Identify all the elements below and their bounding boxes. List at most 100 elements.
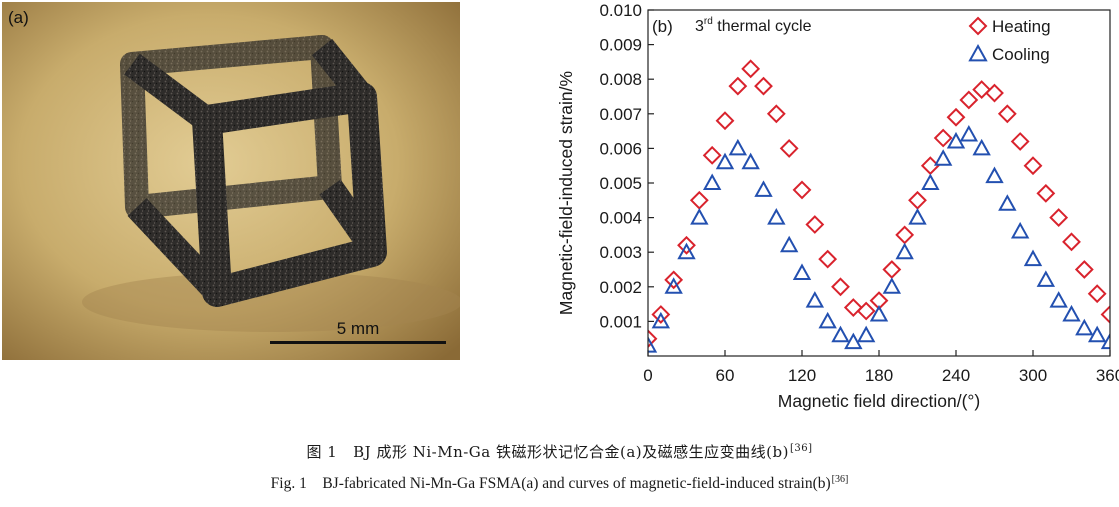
data-point-heating — [946, 107, 966, 127]
data-point-heating — [754, 76, 773, 96]
data-point-heating — [895, 225, 915, 245]
caption-chinese-reference: [36] — [789, 443, 813, 454]
data-point-cooling — [895, 242, 914, 260]
data-point-heating — [651, 305, 671, 324]
legend-marker-cooling — [968, 43, 988, 62]
data-point-heating — [779, 138, 799, 158]
data-point-cooling — [677, 242, 696, 260]
caption-english-label: Fig. 1 — [270, 475, 307, 492]
data-point-heating — [933, 128, 953, 148]
legend-label-cooling: Cooling — [992, 45, 1050, 64]
caption-chinese-text: BJ 成形 Ni-Mn-Ga 铁磁形状记忆合金(a)及磁感生应变曲线(b) — [353, 443, 789, 461]
data-point-cooling — [985, 166, 1004, 184]
data-point-heating — [1100, 305, 1110, 324]
data-point-cooling — [728, 138, 748, 156]
chart-legend: Heating Cooling — [968, 16, 1051, 64]
data-point-heating — [792, 180, 812, 200]
data-point-cooling — [998, 194, 1017, 211]
panel-a-label: (a) — [8, 8, 29, 27]
data-point-cooling — [651, 311, 671, 329]
data-point-heating — [856, 301, 876, 321]
series-heating — [648, 59, 1110, 349]
data-point-cooling — [792, 263, 812, 280]
y-tick-label: 0.007 — [599, 105, 642, 124]
scale-bar — [270, 341, 446, 344]
y-tick-label: 0.006 — [599, 139, 642, 158]
data-point-heating — [843, 298, 863, 317]
data-point-heating — [972, 80, 992, 99]
y-tick-label: 0.008 — [599, 70, 642, 89]
caption-chinese-label: 图 1 — [306, 443, 338, 461]
y-tick-label: 0.009 — [599, 36, 642, 55]
data-point-heating — [1023, 156, 1043, 176]
data-point-cooling — [664, 277, 683, 294]
x-tick-label: 240 — [942, 366, 970, 385]
series-cooling — [648, 125, 1110, 353]
legend-label-heating: Heating — [992, 17, 1051, 36]
data-point-cooling — [648, 336, 658, 353]
data-point-cooling — [779, 235, 799, 253]
data-point-cooling — [1036, 270, 1056, 287]
caption-english-text: BJ-fabricated Ni-Mn-Ga FSMA(a) and curve… — [322, 475, 831, 492]
data-point-heating — [664, 270, 684, 290]
data-point-cooling — [959, 125, 979, 142]
thermal-cycle-annotation: 3rd thermal cycle — [695, 16, 812, 35]
cube-photograph: 5 mm (a) — [2, 2, 460, 360]
y-tick-label: 0.001 — [599, 312, 642, 331]
data-point-heating — [882, 260, 902, 279]
data-point-heating — [997, 104, 1017, 124]
data-point-heating — [1074, 260, 1094, 279]
data-point-heating — [728, 76, 748, 96]
data-point-cooling — [882, 277, 902, 294]
y-tick-label: 0.004 — [599, 209, 642, 228]
x-tick-label: 360 — [1096, 366, 1119, 385]
data-point-cooling — [946, 131, 966, 149]
data-point-heating — [689, 190, 709, 210]
data-point-cooling — [1023, 249, 1043, 267]
data-point-cooling — [1087, 325, 1107, 343]
data-point-cooling — [1010, 221, 1030, 239]
y-tick-label: 0.010 — [599, 1, 642, 20]
data-point-cooling — [741, 152, 760, 170]
data-point-cooling — [1100, 332, 1110, 350]
data-point-heating — [831, 277, 850, 297]
caption-chinese: 图 1 BJ 成形 Ni-Mn-Ga 铁磁形状记忆合金(a)及磁感生应变曲线(b… — [0, 441, 1119, 462]
figure-photo-panel: 5 mm (a) — [2, 2, 460, 360]
data-point-heating — [959, 90, 979, 110]
caption-english: Fig. 1 BJ-fabricated Ni-Mn-Ga FSMA(a) an… — [0, 474, 1119, 493]
panel-b-label: (b) — [652, 17, 673, 36]
y-tick-label: 0.005 — [599, 174, 642, 193]
data-point-cooling — [767, 208, 786, 225]
data-point-cooling — [869, 304, 889, 322]
data-point-cooling — [921, 173, 940, 190]
plot-marks — [648, 59, 1110, 353]
data-point-heating — [1049, 208, 1069, 228]
data-point-heating — [677, 235, 696, 255]
strain-chart-panel: 0 60 120 180 240 300 360 0.001 0.002 0.003 0.004 0.… — [548, 0, 1119, 420]
data-point-cooling — [1075, 318, 1094, 336]
x-axis-label: Magnetic field direction/(°) — [778, 391, 981, 411]
data-point-heating — [648, 329, 658, 349]
y-axis-label: Magnetic-field-induced strain/% — [556, 71, 576, 315]
data-point-cooling — [831, 325, 850, 343]
x-tick-label: 0 — [643, 366, 652, 385]
data-point-cooling — [702, 173, 722, 190]
data-point-heating — [702, 145, 722, 165]
caption-english-reference: [36] — [831, 474, 849, 485]
x-tick-label: 300 — [1019, 366, 1047, 385]
data-point-cooling — [818, 311, 837, 329]
data-point-cooling — [844, 332, 863, 350]
data-point-cooling — [805, 291, 825, 308]
strain-chart: 0 60 120 180 240 300 360 0.001 0.002 0.003 0.004 0.… — [556, 1, 1119, 411]
x-tick-label: 180 — [865, 366, 893, 385]
scale-bar-label: 5 mm — [337, 319, 380, 338]
y-tick-label: 0.003 — [599, 243, 642, 262]
data-point-cooling — [933, 149, 953, 166]
x-tick-label: 120 — [788, 366, 816, 385]
data-point-heating — [1062, 232, 1081, 252]
data-point-heating — [1036, 183, 1056, 203]
data-point-cooling — [715, 152, 735, 170]
data-point-heating — [741, 59, 761, 79]
data-point-heating — [805, 215, 825, 234]
data-point-heating — [1087, 284, 1107, 304]
